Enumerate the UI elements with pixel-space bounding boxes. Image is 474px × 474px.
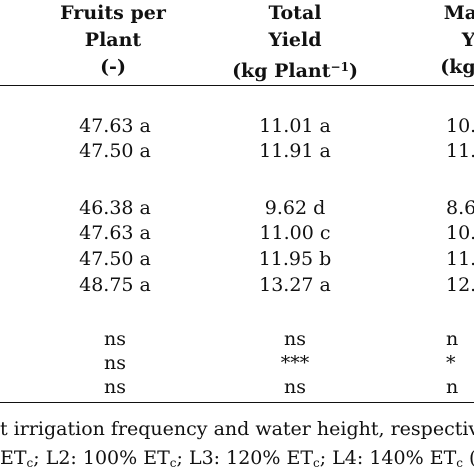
unit-text: (kg Plant (232, 60, 331, 82)
header-unit: (-) (100, 56, 126, 78)
cell-marketable-yield: 8.6 (446, 197, 474, 219)
cell-marketable-yield: 12. (446, 274, 474, 296)
cell-fruits: ns (104, 328, 126, 350)
header-text: Yield (268, 29, 322, 51)
header-total-yield: Total Yield (kg Plant−1) (216, 0, 374, 85)
cell-total-yield: *** (280, 352, 310, 374)
header-text: Mark (443, 2, 474, 24)
bottom-rule (0, 402, 474, 403)
unit-exponent: −1 (330, 60, 349, 74)
header-text: Fruits per (60, 2, 166, 24)
header-text: Yi (461, 29, 474, 51)
header-marketable-yield: Mark Yi (kg Pl (392, 0, 474, 81)
cell-total-yield: 11.01 a (259, 115, 331, 137)
cell-marketable-yield: n (446, 328, 459, 350)
cell-fruits: 48.75 a (79, 274, 151, 296)
cell-marketable-yield: * (446, 352, 456, 374)
footnote-text: ; L4: 140% ET (319, 447, 457, 469)
cell-marketable-yield: 10. (446, 222, 474, 244)
cell-total-yield: 13.27 a (259, 274, 331, 296)
footnote-text: ; L3: 120% ET (176, 447, 314, 469)
header-rule (0, 85, 474, 86)
footnote-subscript: c (169, 456, 177, 470)
cell-total-yield: 11.95 b (258, 248, 332, 270)
unit-text: ) (348, 60, 358, 82)
footnote-subscript: c (26, 456, 34, 470)
cell-total-yield: ns (284, 376, 306, 398)
footnote-text: ; L2: 100% ET (33, 447, 170, 469)
cell-total-yield: ns (284, 328, 306, 350)
cell-marketable-yield: n (446, 376, 459, 398)
cell-marketable-yield: 11. (446, 140, 474, 162)
header-text: Plant (84, 29, 142, 51)
header-unit: (kg Plant−1) (216, 54, 374, 85)
cell-total-yield: 11.91 a (259, 140, 331, 162)
cell-fruits: ns (104, 376, 126, 398)
header-fruits-per-plant: Fruits per Plant (-) (38, 0, 188, 81)
footnote-text: ET (0, 447, 27, 469)
cell-fruits: 47.50 a (79, 248, 151, 270)
cell-fruits: ns (104, 352, 126, 374)
header-text: Total (268, 2, 322, 24)
cell-total-yield: 9.62 d (264, 197, 326, 219)
cell-fruits: 46.38 a (79, 197, 151, 219)
cell-fruits: 47.50 a (79, 140, 151, 162)
footnote-line-1: t irrigation frequency and water height,… (0, 418, 474, 440)
cell-marketable-yield: 11. (446, 248, 474, 270)
footnote-subscript: c (313, 456, 320, 470)
header-unit: (kg Pl (440, 56, 474, 78)
cell-fruits: 47.63 a (79, 222, 151, 244)
footnote-subscript: c (456, 456, 463, 470)
cell-total-yield: 11.00 c (259, 222, 331, 244)
cell-fruits: 47.63 a (79, 115, 151, 137)
cell-marketable-yield: 10. (446, 115, 474, 137)
footnote-text: ( (463, 447, 474, 469)
footnote-line-2: ETc; L2: 100% ETc; L3: 120% ETc; L4: 140… (0, 446, 474, 474)
